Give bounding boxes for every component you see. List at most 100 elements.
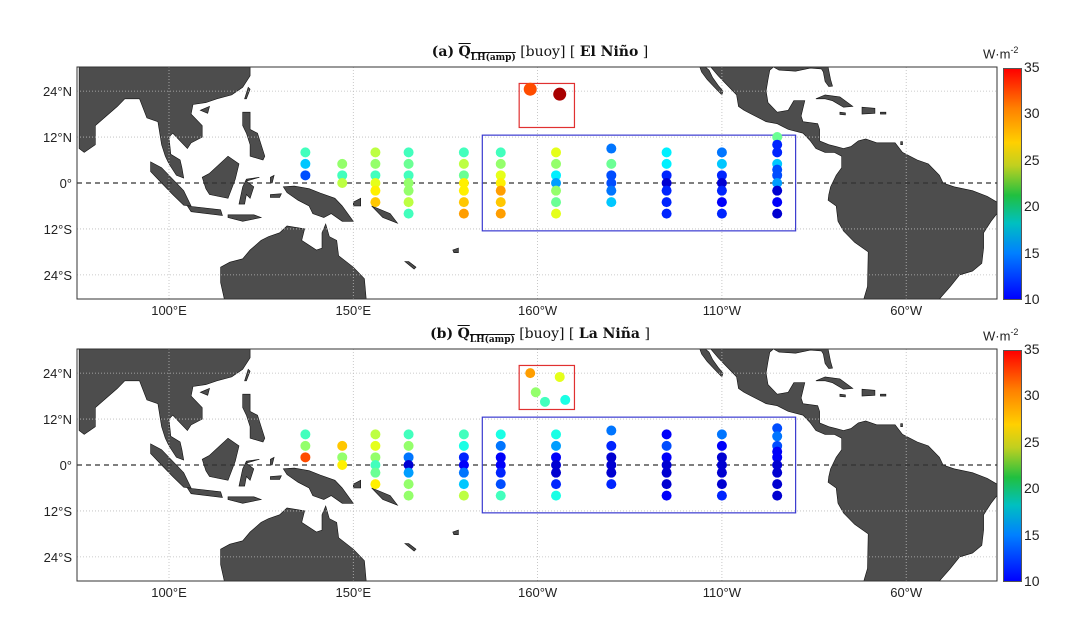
hawaii-region-box [518,82,576,129]
buoy-point [716,490,727,501]
buoy-point [661,490,672,501]
buoy-point [458,147,469,158]
buoy-point [772,490,783,501]
buoy-point [370,178,381,188]
buoy-point [495,429,506,440]
buoy-point [370,467,381,478]
landmass [227,214,263,222]
buoy-point [560,394,571,405]
buoy-point [458,170,469,181]
buoy-point [716,452,727,463]
buoy-point [772,139,783,150]
landmass [815,94,854,108]
buoy-point [551,208,562,219]
x-tick-label: 150°E [336,585,372,600]
x-tick-label: 160°W [518,585,558,600]
buoy-point [661,185,672,196]
landmass [352,479,362,489]
buoy-point [661,467,672,478]
panel-a-title: (a) QLH(amp) [buoy] [ El Niño ] [431,44,649,63]
buoy-point [495,185,506,196]
buoy-point [772,423,783,434]
buoy-point [716,467,727,478]
landmass [839,111,846,116]
buoy-point [403,452,414,463]
buoy-point [551,178,562,188]
buoy-point [551,490,562,501]
buoy-point [370,147,381,158]
buoy-point [495,490,506,501]
pacific-region-box [481,416,797,514]
buoy-point [716,429,727,440]
buoy-point [495,208,506,219]
buoy-point [772,208,783,219]
y-tick-label: 24°S [44,550,73,565]
landmass [699,67,724,96]
landmass [186,205,223,216]
landmass [238,459,260,487]
buoy-point [551,440,562,451]
colorbar-tick-label: 30 [1024,387,1040,404]
buoy-point [716,208,727,219]
buoy-point [661,452,672,463]
buoy-point [337,440,348,451]
buoy-point [403,429,414,440]
buoy-point [458,178,469,188]
landmass [861,106,876,115]
y-tick-label: 24°N [43,366,72,381]
landmass [861,388,876,397]
buoy-point [661,440,672,451]
buoy-point [606,425,617,436]
variable-symbol: QLH(amp) [458,44,516,63]
buoy-point [337,158,348,169]
colorbar-tick-label: 10 [1024,573,1040,589]
buoy-point [403,170,414,181]
buoy-point [772,431,783,442]
buoy-point [606,197,617,208]
buoy-point [403,185,414,196]
buoy-point [716,178,727,188]
phase-label: La Niña [578,326,640,342]
buoy-point [661,197,672,208]
x-tick-label: 110°W [703,585,742,600]
landmass [880,393,887,397]
buoy-point [606,158,617,169]
buoy-point [300,147,311,158]
y-tick-label: 24°N [43,84,72,99]
colorbar-tick-label: 25 [1024,433,1040,450]
buoy-point [458,467,469,478]
x-tick-label: 100°E [151,303,187,318]
colorbar [1003,68,1022,300]
landmass [78,349,251,461]
buoy-point [370,460,381,470]
landmass [220,223,367,299]
landmass [452,247,459,253]
buoy-point [495,440,506,451]
landmass [244,368,251,382]
map-panel-b: 100°E 150°E 160°W 110°W 60°W 24°N 12°N 0° 12°S 24… [43,348,998,600]
buoy-point [553,87,567,101]
buoy-point [606,479,617,490]
buoy-point [458,490,469,501]
x-tick-label: 160°W [518,303,558,318]
buoy-point [716,147,727,158]
buoy-point [661,158,672,169]
y-tick-label: 12°S [44,222,73,237]
landmass [404,543,417,552]
buoy-point [403,197,414,208]
y-tick-label: 0° [60,176,72,191]
buoy-point [606,452,617,463]
buoy-point [716,440,727,451]
buoy-point [772,132,783,143]
buoy-point [523,82,537,96]
landmass [404,261,417,270]
landmass [238,177,260,205]
buoy-point [716,479,727,490]
buoy-point [403,490,414,501]
y-tick-label: 24°S [44,268,73,283]
buoy-point [495,197,506,208]
landmass [282,467,354,504]
landmass [371,205,399,224]
buoy-point [458,197,469,208]
